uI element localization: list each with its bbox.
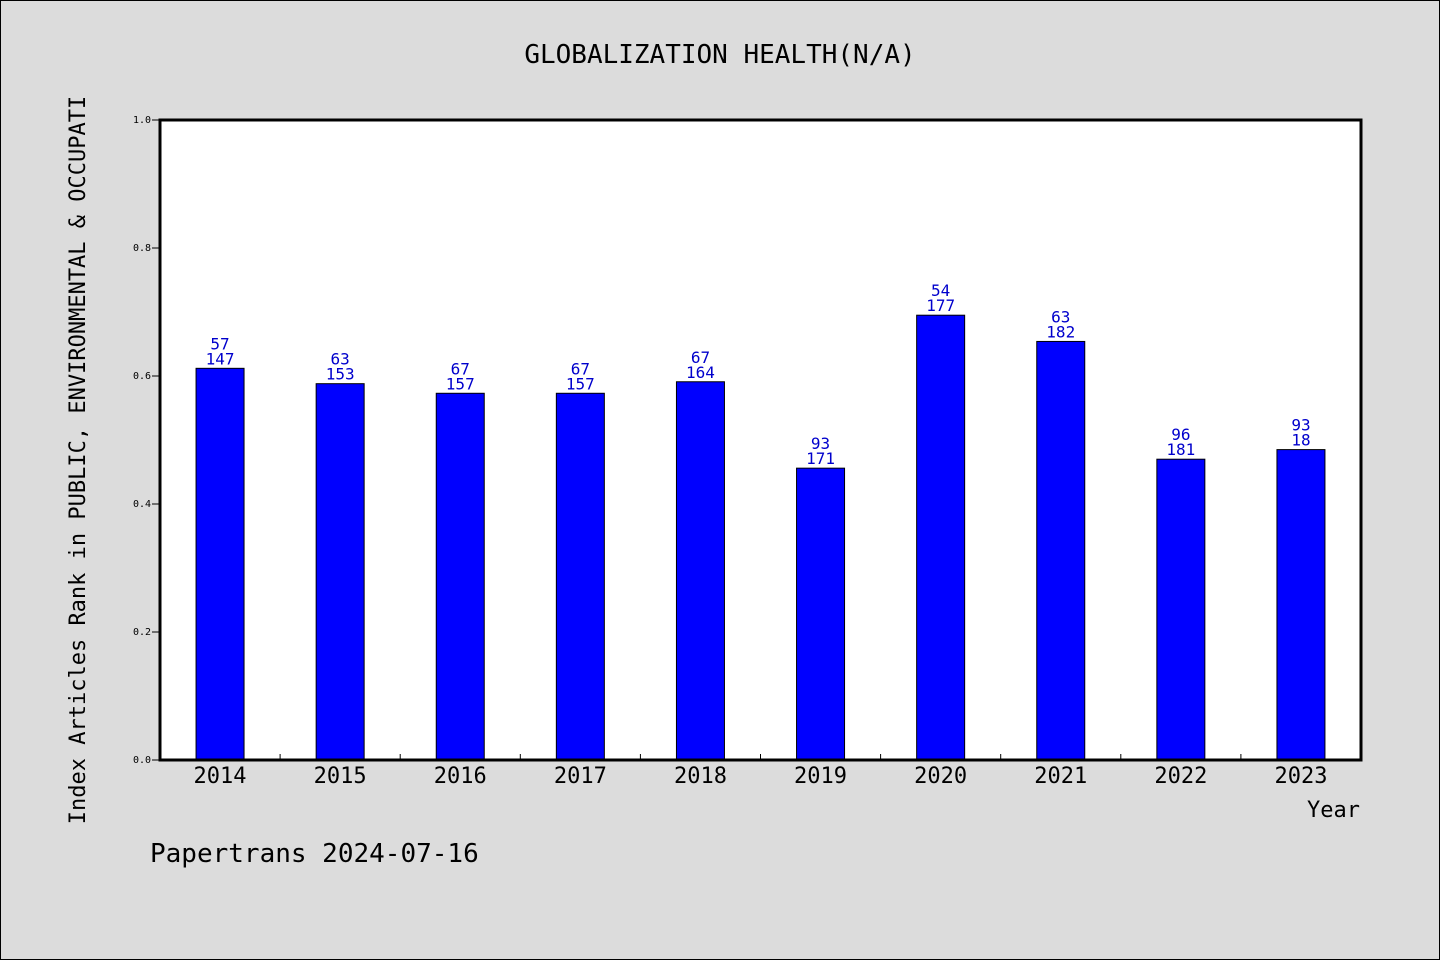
bar-label-bottom: 181 [1166, 440, 1195, 459]
x-tick-label: 2019 [794, 764, 847, 789]
bar-label-top: 57 [210, 334, 229, 353]
x-tick-label: 2017 [554, 764, 607, 789]
bar-label-bottom: 157 [566, 374, 595, 393]
bar-label-bottom: 177 [926, 296, 955, 315]
bar-label-top: 54 [931, 281, 950, 300]
x-tick-label: 2023 [1274, 764, 1327, 789]
bar-label-bottom: 18 [1291, 431, 1310, 450]
bar [916, 314, 966, 761]
x-tick-label: 2015 [314, 764, 367, 789]
x-tick-label: 2022 [1154, 764, 1207, 789]
y-axis-ticks: 0.0 0.2 0.4 0.6 0.8 1.0 [133, 115, 160, 766]
bar-label-bottom: 182 [1046, 322, 1075, 341]
bar-label-top: 93 [811, 434, 830, 453]
bar-label-top: 67 [451, 359, 470, 378]
y-tick-label: 0.0 [133, 755, 151, 766]
y-axis-label: Index Articles Rank in PUBLIC, ENVIRONME… [66, 96, 91, 824]
bar-label-bottom: 157 [446, 374, 475, 393]
chart-title: GLOBALIZATION HEALTH(N/A) [524, 40, 915, 70]
y-tick-label: 0.2 [133, 627, 151, 638]
plot-border [158, 118, 1363, 762]
bar-label-top: 67 [691, 348, 710, 367]
x-tick-label: 2021 [1034, 764, 1087, 789]
bar [555, 392, 605, 761]
bar [1156, 458, 1206, 761]
x-axis-ticks: 2014 2015 2016 2017 2018 2019 2020 2021 2022 2023 [194, 754, 1327, 789]
y-tick-label: 0.8 [133, 243, 151, 254]
bar [435, 392, 485, 761]
y-tick-label: 1.0 [133, 115, 151, 126]
bar-label-top: 67 [571, 359, 590, 378]
bar [195, 367, 245, 761]
x-axis-label: Year [1307, 798, 1360, 823]
bars [195, 314, 1326, 761]
bar [315, 383, 365, 761]
x-tick-label: 2016 [434, 764, 487, 789]
y-tick-label: 0.4 [133, 499, 151, 510]
bar [1036, 340, 1086, 761]
bar-label-bottom: 153 [326, 365, 355, 384]
y-tick-label: 0.6 [133, 371, 151, 382]
bar-label-top: 63 [1051, 307, 1070, 326]
bar-label-top: 96 [1171, 425, 1190, 444]
bar-label-top: 93 [1291, 416, 1310, 435]
bar-label-bottom: 147 [206, 349, 235, 368]
footer-credit: Papertrans 2024-07-16 [150, 839, 479, 869]
bar-label-bottom: 164 [686, 363, 715, 382]
bar-label-top: 63 [331, 350, 350, 369]
bar [675, 381, 725, 761]
bar [796, 467, 846, 761]
x-tick-label: 2014 [194, 764, 247, 789]
x-tick-label: 2018 [674, 764, 727, 789]
bar-label-bottom: 171 [806, 449, 835, 468]
bar [1276, 449, 1326, 761]
x-tick-label: 2020 [914, 764, 967, 789]
